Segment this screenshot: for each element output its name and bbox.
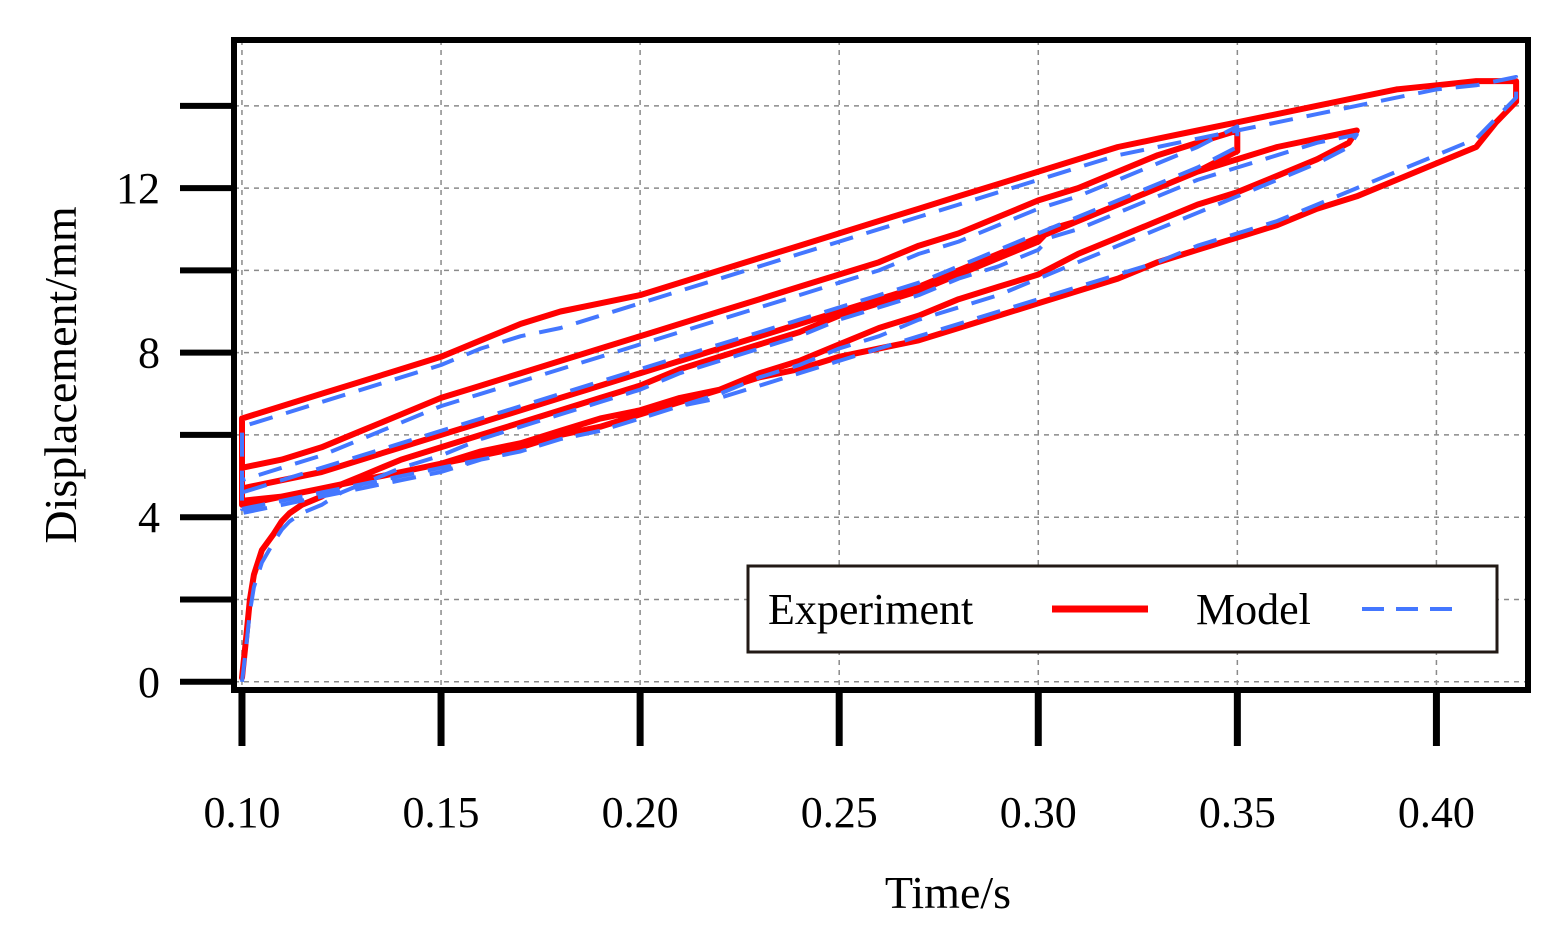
x-tick-label: 0.40 [1398, 788, 1475, 837]
x-tick-label: 0.25 [801, 788, 878, 837]
y-tick-label: 8 [138, 329, 160, 378]
series-line-model [240, 75, 1519, 683]
legend: Experiment Model [746, 564, 1499, 654]
x-tick-label: 0.15 [403, 788, 480, 837]
axis-ticks: 0.10 0.15 0.20 0.25 0.30 0.35 0.40 0 4 8 12 [116, 102, 1475, 837]
legend-label-experiment: Experiment [768, 585, 973, 634]
y-tick-label: 4 [138, 493, 160, 542]
series-line-experiment [239, 78, 1520, 681]
legend-label-model: Model [1196, 585, 1311, 634]
series-layer [239, 75, 1520, 683]
x-axis-title: Time/s [885, 867, 1011, 918]
x-tick-label: 0.30 [1000, 788, 1077, 837]
y-axis-title: Displacement/mm [35, 206, 86, 543]
y-tick-label: 0 [138, 658, 160, 707]
x-tick-label: 0.20 [602, 788, 679, 837]
y-tick-label: 12 [116, 164, 160, 213]
x-tick-label: 0.10 [203, 788, 280, 837]
plot-frame [231, 37, 1531, 693]
x-tick-label: 0.35 [1199, 788, 1276, 837]
